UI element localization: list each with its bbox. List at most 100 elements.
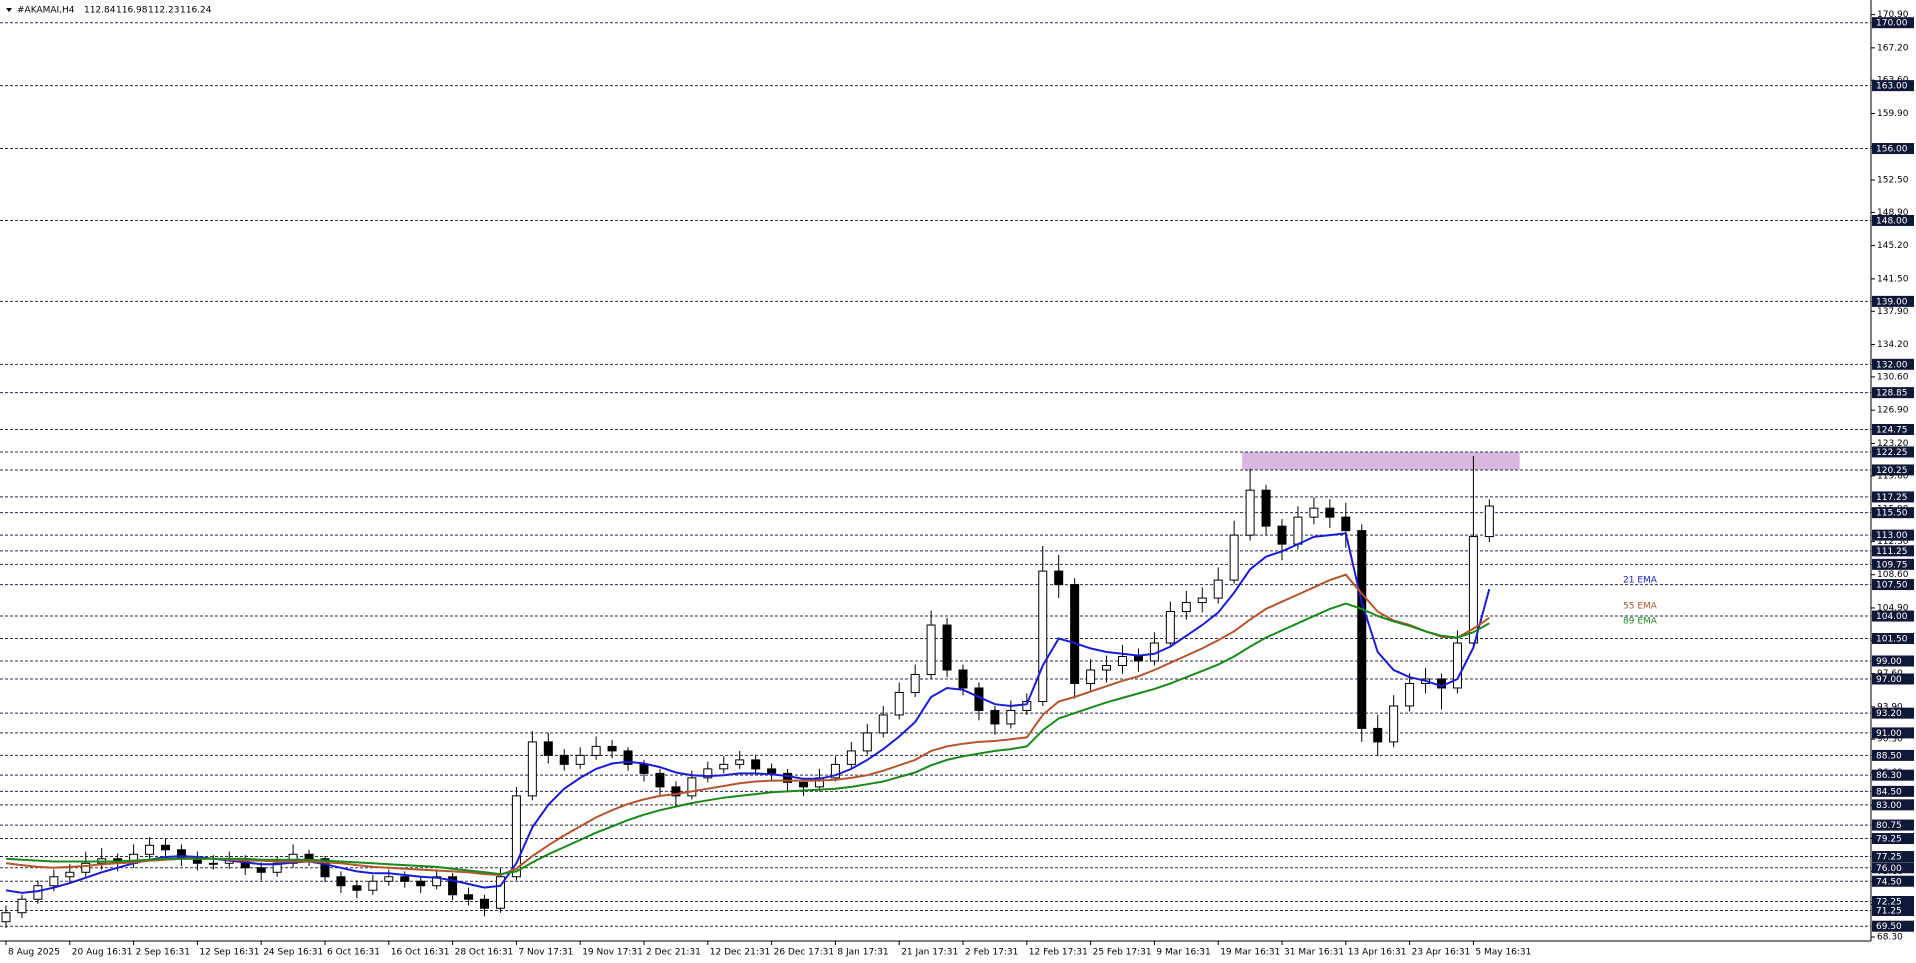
x-tick-label: 2 Sep 16:31 — [136, 948, 190, 958]
level-label: 113.00 — [1876, 531, 1908, 541]
candle-body — [1389, 705, 1399, 743]
level-label: 93.20 — [1876, 709, 1902, 719]
candle-body — [575, 754, 585, 765]
candle-body — [1309, 507, 1319, 518]
x-tick-label: 12 Sep 16:31 — [199, 948, 259, 958]
candle-body — [1086, 669, 1096, 684]
candle-body — [1038, 570, 1048, 702]
level-label-box — [1872, 819, 1914, 831]
x-tick-label: 19 Nov 17:31 — [582, 948, 643, 958]
level-label-box — [1872, 862, 1914, 874]
x-tick-label: 8 Aug 2025 — [8, 948, 60, 958]
level-label-box — [1872, 358, 1914, 370]
candle-body — [623, 750, 633, 765]
x-tick-label: 23 Apr 16:31 — [1412, 948, 1471, 958]
level-label-box — [1872, 387, 1914, 399]
level-label: 111.25 — [1876, 547, 1908, 557]
level-label-box — [1872, 727, 1914, 739]
candle-body — [480, 898, 489, 909]
x-tick-label: 31 Mar 16:31 — [1284, 948, 1344, 958]
candle-body — [1357, 530, 1367, 729]
y-tick-label: 68.30 — [1877, 933, 1903, 943]
level-label-box — [1872, 464, 1914, 476]
level-label: 139.00 — [1876, 297, 1908, 307]
candle-body — [1341, 516, 1351, 532]
candle-body — [400, 876, 410, 882]
x-tick-label: 5 May 16:31 — [1475, 948, 1531, 958]
x-tick-label: 26 Dec 17:31 — [774, 948, 835, 958]
candle-body — [942, 624, 952, 671]
candle-body — [687, 777, 697, 797]
level-label-box — [1872, 799, 1914, 811]
level-label: 170.00 — [1876, 19, 1908, 29]
level-label: 86.30 — [1876, 771, 1902, 781]
level-label: 79.25 — [1876, 835, 1902, 845]
x-tick-label: 25 Feb 17:31 — [1093, 948, 1152, 958]
x-tick-label: 6 Oct 16:31 — [327, 948, 380, 958]
candle-body — [990, 709, 1000, 725]
level-label: 132.00 — [1876, 360, 1908, 370]
y-tick-label: 148.90 — [1877, 208, 1909, 218]
x-tick-label: 12 Feb 17:31 — [1029, 948, 1088, 958]
resistance-zone — [1242, 451, 1520, 470]
ema-label: 89 EMA — [1623, 617, 1658, 627]
level-label-box — [1872, 529, 1914, 541]
y-tick-label: 104.90 — [1877, 603, 1909, 613]
candle-body — [1405, 682, 1415, 707]
level-label: 69.50 — [1876, 922, 1902, 932]
y-tick-label: 145.20 — [1877, 241, 1909, 251]
candle-body — [304, 853, 314, 860]
menu-icon[interactable] — [6, 8, 12, 12]
candle-body — [1277, 525, 1287, 545]
level-label-box — [1872, 920, 1914, 932]
candle-body — [161, 844, 170, 851]
level-label-box — [1872, 655, 1914, 667]
level-label-box — [1872, 895, 1914, 907]
candle-body — [320, 858, 330, 878]
level-label: 97.00 — [1876, 675, 1902, 685]
level-label: 107.50 — [1876, 581, 1908, 591]
x-tick-label: 20 Aug 16:31 — [72, 948, 133, 958]
candle-body — [352, 885, 362, 891]
level-label-box — [1872, 446, 1914, 458]
ema-label: 21 EMA — [1623, 576, 1658, 586]
candle-body — [894, 691, 904, 716]
level-label-box — [1872, 904, 1914, 916]
candle-body — [495, 876, 505, 909]
level-label: 109.75 — [1876, 560, 1908, 570]
level-label: 163.00 — [1876, 82, 1908, 92]
candle-body — [1452, 642, 1462, 689]
candle-body — [33, 885, 43, 900]
y-tick-label: 93.90 — [1877, 702, 1903, 712]
level-label-box — [1872, 769, 1914, 781]
y-tick-label: 126.90 — [1877, 406, 1909, 416]
candle-body — [846, 750, 856, 765]
ema-label: 55 EMA — [1623, 602, 1658, 612]
candle-body — [336, 876, 346, 887]
level-label: 148.00 — [1876, 216, 1908, 226]
header-close: 116.24 — [180, 6, 212, 16]
level-label-box — [1872, 491, 1914, 503]
y-tick-label: 130.60 — [1877, 372, 1909, 382]
candle-body — [1118, 656, 1127, 666]
level-label: 71.25 — [1876, 906, 1902, 916]
candle-body — [799, 781, 808, 788]
x-tick-label: 21 Jan 17:31 — [901, 948, 958, 958]
candle-body — [1133, 656, 1143, 662]
x-tick-label: 8 Jan 17:31 — [837, 948, 888, 958]
candle-body — [464, 894, 474, 900]
level-label-box — [1872, 424, 1914, 436]
candle-body — [639, 763, 649, 774]
candle-body — [1261, 489, 1271, 527]
candle-body — [559, 754, 569, 765]
x-tick-label: 16 Oct 16:31 — [391, 948, 450, 958]
candle-body — [878, 714, 888, 734]
y-tick-label: 159.90 — [1877, 109, 1909, 119]
y-tick-label: 112.30 — [1877, 537, 1909, 547]
level-label-box — [1872, 833, 1914, 845]
candle-body — [527, 741, 537, 797]
level-label: 72.25 — [1876, 897, 1902, 907]
